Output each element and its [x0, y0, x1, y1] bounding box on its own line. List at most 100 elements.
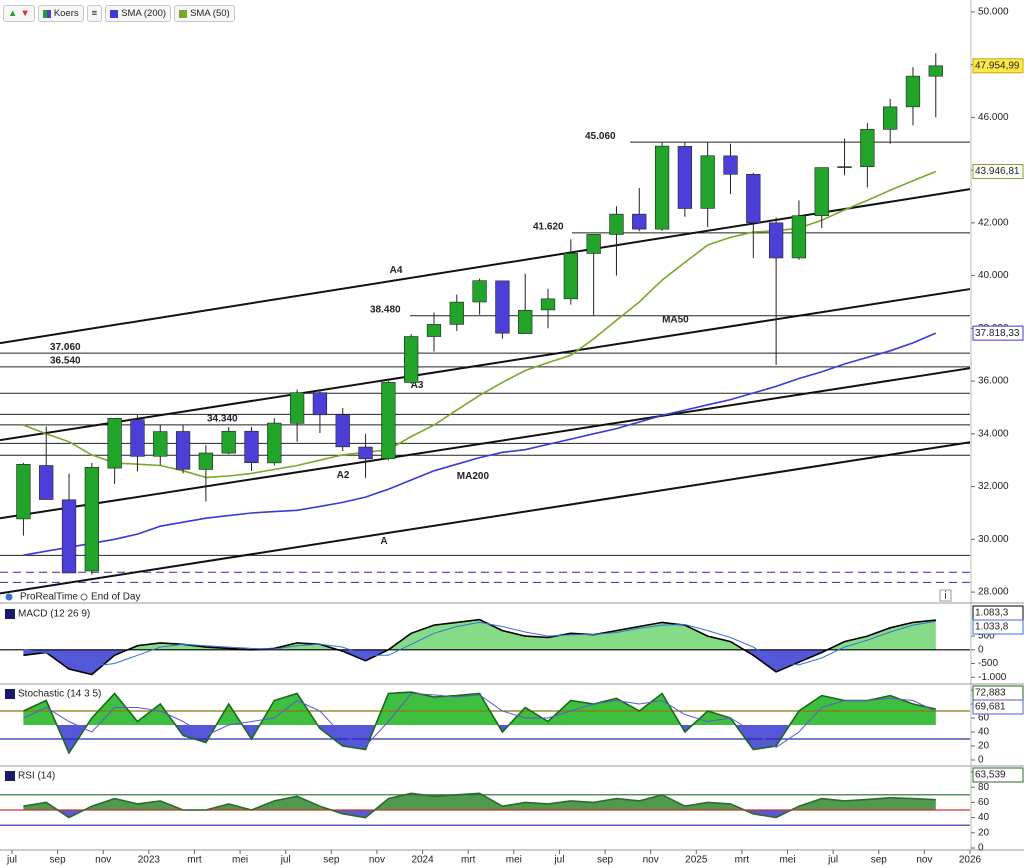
level-label: 41.620: [533, 222, 564, 233]
candle-body: [540, 298, 556, 311]
x-tick-label: sep: [50, 855, 67, 866]
value-label: 43.946,81: [975, 166, 1020, 177]
price-label: Koers: [53, 8, 79, 19]
up-down-button[interactable]: ▲ ▼: [3, 5, 35, 22]
candle-body: [495, 280, 510, 334]
ma-label: MA50: [662, 315, 689, 326]
value-label-box: [972, 58, 1024, 74]
candle-body: [61, 499, 77, 574]
y-tick-label: 50.000: [978, 7, 1009, 18]
level-label: 45.060: [585, 131, 616, 142]
level-label: 36.540: [50, 355, 81, 366]
footer-source: ProRealTime: [20, 592, 78, 603]
price-button[interactable]: Koers: [37, 5, 84, 22]
candle-body: [107, 417, 122, 469]
y-tick-label: -1.000: [978, 672, 1007, 683]
candle-body: [289, 392, 305, 424]
y-tick-label: 60: [978, 797, 990, 808]
value-label: 1.083,3: [975, 608, 1009, 619]
sma200-button[interactable]: SMA (200): [105, 5, 172, 22]
candle-body: [746, 174, 761, 224]
candle-body: [16, 464, 31, 520]
x-tick-label: mrt: [187, 855, 202, 866]
value-label-box: [972, 164, 1024, 180]
trendline-label: A: [380, 536, 387, 547]
trendline: [0, 441, 971, 595]
x-tick-label: 2026: [959, 855, 982, 866]
x-tick-label: jul: [827, 855, 838, 866]
y-tick-label: 40: [978, 727, 990, 738]
y-tick-label: 32.000: [978, 481, 1009, 492]
x-tick-label: mrt: [735, 855, 750, 866]
indicator-line: [23, 618, 936, 676]
indicator-line: [23, 691, 936, 755]
trendline: [0, 288, 971, 442]
candle-body: [928, 65, 943, 77]
value-label: 47.954,99: [975, 60, 1020, 71]
candle-body: [837, 166, 852, 168]
candle-body: [860, 129, 875, 167]
value-label: 69,681: [975, 702, 1006, 713]
logo: [5, 593, 13, 601]
trendline-label: A3: [411, 380, 424, 391]
list-button[interactable]: ≡: [86, 5, 103, 22]
info-button[interactable]: [939, 589, 952, 602]
x-tick-label: sep: [597, 855, 614, 866]
y-tick-label: 34.000: [978, 428, 1009, 439]
y-tick-label: 40.000: [978, 270, 1009, 281]
x-tick-label: nov: [916, 855, 932, 866]
y-tick-label: 42.000: [978, 217, 1009, 228]
candle-body: [39, 465, 54, 500]
candle-body: [175, 431, 191, 470]
y-tick-label: 20: [978, 741, 990, 752]
indicator-line: [23, 792, 936, 819]
candle-body: [563, 253, 578, 300]
trendline: [0, 188, 971, 345]
candle-body: [654, 145, 670, 230]
candle-body: [221, 430, 236, 454]
legend-label: SMA (50): [190, 8, 230, 19]
candle-body: [677, 146, 693, 209]
value-label-box: [972, 767, 1024, 783]
x-tick-label: mei: [506, 855, 522, 866]
candle-body: [814, 167, 829, 217]
y-tick-label: 80: [978, 782, 990, 793]
level-label: 34.340: [207, 414, 238, 425]
value-label: 1.033,8: [975, 622, 1009, 633]
indicator-area: [23, 619, 936, 675]
toolbar: ▲ ▼ Koers ≡ SMA (200) SMA (50): [3, 5, 235, 22]
candle-body: [586, 234, 601, 254]
panel-title: MACD (12 26 9): [18, 609, 90, 620]
x-tick-label: sep: [871, 855, 888, 866]
trendline-label: A4: [390, 265, 403, 276]
candle-body: [700, 155, 715, 209]
y-tick-label: 46.000: [978, 112, 1009, 123]
x-tick-label: 2025: [685, 855, 708, 866]
candle-body: [153, 431, 168, 457]
y-tick-label: 36.000: [978, 376, 1009, 387]
indicator-line: [23, 620, 936, 667]
candle-body: [518, 309, 533, 334]
value-label: 63,539: [975, 770, 1006, 781]
x-tick-label: mei: [779, 855, 795, 866]
panel-title-icon: [5, 771, 15, 781]
candle-body: [84, 467, 99, 572]
mode-icon: [80, 593, 88, 601]
value-label-box: [972, 619, 1024, 635]
candle-body: [449, 301, 464, 325]
candle-body: [723, 155, 738, 175]
y-tick-label: 0: [978, 644, 984, 655]
x-tick-label: jul: [280, 855, 291, 866]
x-tick-label: nov: [369, 855, 385, 866]
candle-body: [905, 75, 921, 108]
x-tick-label: nov: [643, 855, 659, 866]
panel-title: RSI (14): [18, 771, 55, 782]
candle-body: [632, 213, 647, 230]
x-tick-label: mrt: [461, 855, 476, 866]
ma-label: MA200: [457, 471, 490, 482]
candle-body: [404, 336, 419, 383]
candle-body: [244, 430, 259, 463]
candle-body: [426, 324, 442, 337]
sma50-button[interactable]: SMA (50): [174, 5, 235, 22]
